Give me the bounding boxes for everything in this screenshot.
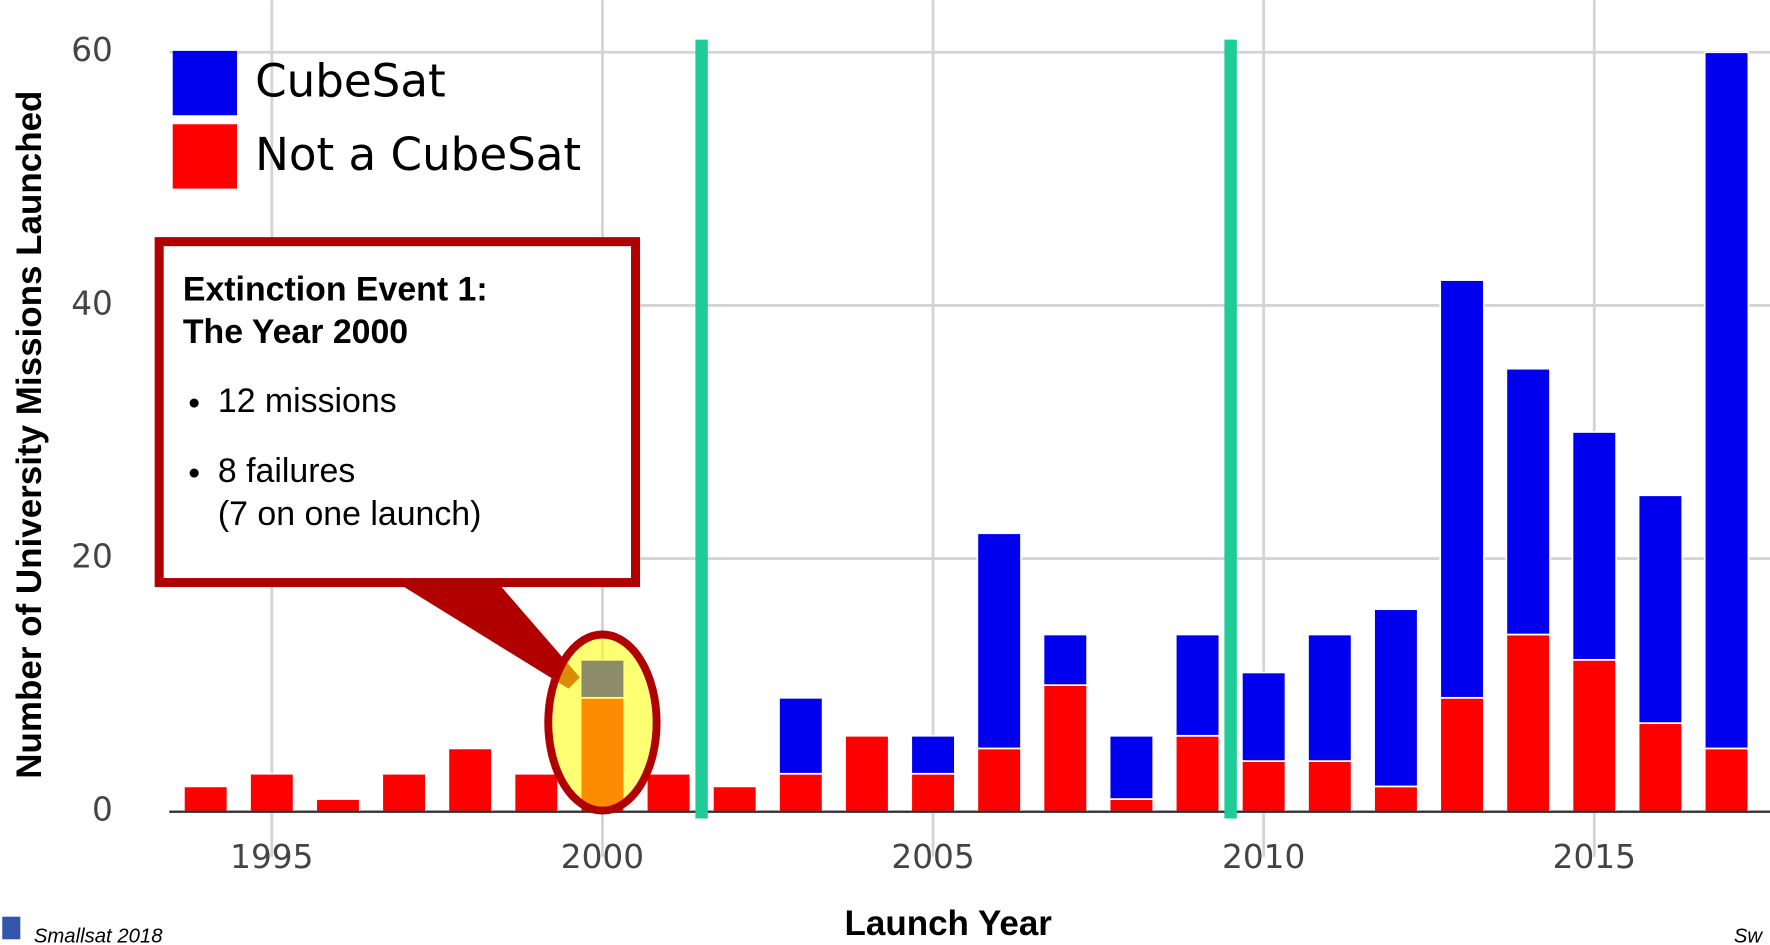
legend-swatch (172, 124, 238, 189)
bar-segment (1373, 785, 1419, 813)
bar-segment (844, 734, 890, 813)
bar-segment (1505, 633, 1551, 813)
bar-segment (315, 798, 361, 813)
bar-segment (1505, 367, 1551, 636)
x-tick-label: 2015 (1553, 838, 1636, 876)
bar-segment (712, 785, 758, 813)
callout-box (154, 237, 641, 588)
callout-title: Extinction Event 1: (183, 270, 488, 308)
callout-title: The Year 2000 (183, 313, 408, 351)
highlight (544, 630, 661, 815)
bar-segment (183, 785, 229, 813)
legend-swatch (172, 50, 238, 116)
bar-segment (910, 772, 956, 813)
logo (2, 916, 21, 940)
callout-pointer (395, 581, 580, 689)
footer-left: Smallsat 2018 (34, 925, 163, 945)
bullet (189, 398, 199, 408)
bar-segment (778, 772, 824, 813)
x-tick-label: 2000 (561, 838, 644, 876)
bar-segment (1439, 279, 1485, 699)
callout-note: (7 on one launch) (218, 495, 482, 533)
bar-segment (645, 772, 692, 813)
bar-segment (910, 734, 956, 775)
callout-bullet: 8 failures (218, 452, 355, 490)
bar-segment (1439, 696, 1485, 813)
bar-segment (1241, 671, 1287, 762)
bar-segment (1042, 684, 1088, 813)
bar-segment (513, 772, 559, 813)
bar-segment (1703, 747, 1750, 813)
bar-segment (976, 532, 1022, 750)
y-tick-label: 60 (71, 31, 113, 69)
y-tick-label: 40 (71, 284, 113, 322)
bar-segment (1307, 633, 1353, 762)
bar-segment (1108, 798, 1155, 813)
bar-segment (976, 747, 1022, 813)
x-tick-label: 2005 (891, 838, 974, 876)
bar-segment (1307, 760, 1353, 813)
footer-right: Sw (1734, 925, 1764, 945)
bar-segment (1108, 734, 1155, 800)
bar-segment (1571, 658, 1617, 813)
bar-segment (1703, 51, 1750, 750)
y-axis-label: Number of University Missions Launched (10, 91, 49, 779)
callout-bullet: 12 missions (218, 382, 397, 420)
bar-segment (381, 772, 427, 813)
legend-label: CubeSat (255, 55, 446, 108)
y-tick-label: 20 (71, 538, 113, 576)
bar-segment (1174, 633, 1221, 737)
y-tick-label: 0 (92, 791, 113, 829)
bar-segment (778, 696, 824, 775)
bar-segment (1571, 431, 1617, 661)
bar-segment (1373, 608, 1419, 788)
bar-segment (447, 747, 493, 813)
x-tick-label: 2010 (1222, 838, 1305, 876)
bar-segment (1174, 734, 1221, 813)
bullet (189, 468, 199, 478)
bar-segment (1637, 494, 1684, 724)
bar-segment (1241, 760, 1287, 813)
x-tick-label: 1995 (230, 838, 313, 876)
legend-label: Not a CubeSat (255, 128, 581, 181)
bar-segment (249, 772, 295, 813)
bar-segment (1042, 633, 1088, 686)
bar-segment (1637, 722, 1684, 813)
x-axis-label: Launch Year (845, 904, 1053, 943)
